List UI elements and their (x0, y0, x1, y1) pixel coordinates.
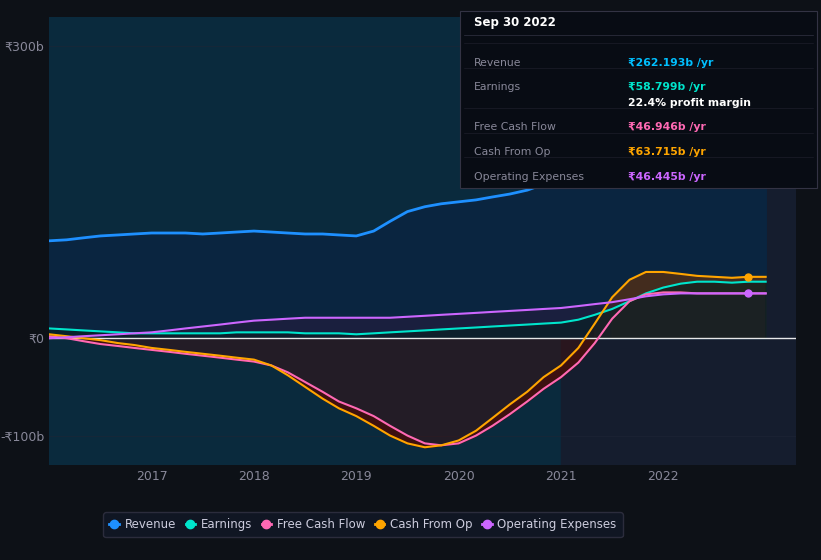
Legend: Revenue, Earnings, Free Cash Flow, Cash From Op, Operating Expenses: Revenue, Earnings, Free Cash Flow, Cash … (103, 512, 622, 537)
Text: Operating Expenses: Operating Expenses (474, 172, 584, 182)
Text: Revenue: Revenue (474, 58, 521, 68)
Text: 22.4% profit margin: 22.4% profit margin (628, 98, 751, 108)
Text: Cash From Op: Cash From Op (474, 147, 550, 157)
Text: Sep 30 2022: Sep 30 2022 (474, 16, 556, 29)
Text: Free Cash Flow: Free Cash Flow (474, 123, 556, 133)
Text: Earnings: Earnings (474, 82, 521, 92)
Text: ₹58.799b /yr: ₹58.799b /yr (628, 82, 705, 92)
Bar (561, 17, 796, 465)
Text: ₹262.193b /yr: ₹262.193b /yr (628, 58, 713, 68)
Text: ₹46.946b /yr: ₹46.946b /yr (628, 123, 706, 133)
Text: ₹46.445b /yr: ₹46.445b /yr (628, 172, 706, 182)
Text: ₹63.715b /yr: ₹63.715b /yr (628, 147, 706, 157)
